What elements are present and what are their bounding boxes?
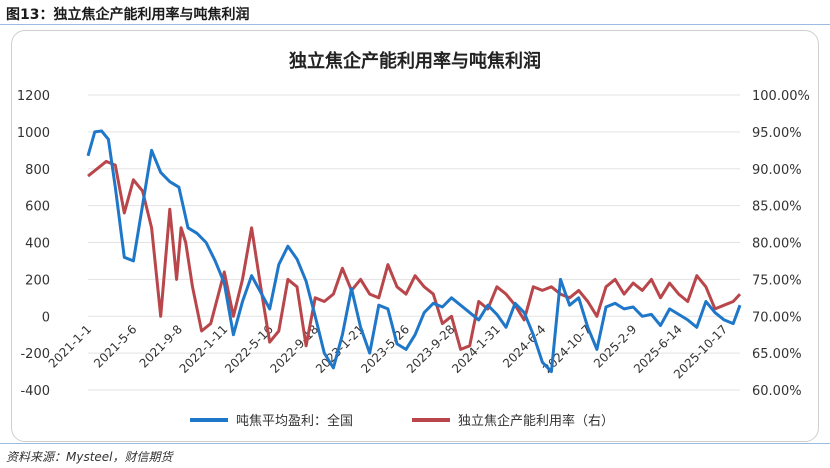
x-axis-ticks: 2021-1-12021-5-62021-9-82022-1-112022-5-… (46, 322, 731, 381)
bottom-divider (0, 443, 830, 444)
left-tick-label: -400 (20, 384, 50, 399)
x-tick-label: 2023-9-28 (404, 322, 458, 376)
left-tick-label: 0 (42, 310, 50, 325)
chart-canvas: 独立焦企产能利用率与吨焦利润 1200 1000 800 600 400 200 0 -200… (17, 50, 810, 429)
x-tick-label: 2022-9-18 (267, 322, 321, 376)
source-note: 资料来源：Mysteel，财信期货 (6, 450, 173, 464)
right-tick-label: 80.00% (752, 237, 802, 252)
legend: 吨焦平均盈利：全国 独立焦企产能利用率（右） (190, 413, 614, 429)
x-tick-label: 2021-9-8 (137, 322, 185, 370)
right-tick-label: 75.00% (752, 273, 802, 288)
chart-frame (11, 30, 819, 442)
left-axis-ticks: 1200 1000 800 600 400 200 0 -200 -400 (17, 89, 50, 399)
x-tick-label: 2021-5-6 (91, 322, 139, 370)
right-tick-label: 90.00% (752, 163, 802, 178)
right-tick-label: 95.00% (752, 126, 802, 141)
right-axis-ticks: 100.00% 95.00% 90.00% 85.00% 80.00% 75.00% 70.… (752, 89, 810, 399)
chart-title: 独立焦企产能利用率与吨焦利润 (289, 50, 541, 72)
left-tick-label: 1200 (17, 89, 50, 104)
left-tick-label: 600 (25, 200, 50, 215)
profit-line (86, 129, 742, 374)
right-tick-label: 100.00% (752, 89, 810, 104)
utilization-line (87, 159, 742, 351)
left-tick-label: 1000 (17, 126, 50, 141)
left-tick-label: 400 (25, 237, 50, 252)
x-tick-label: 2024-6-4 (500, 322, 548, 370)
grid-lines (88, 94, 740, 391)
x-tick-label: 2024-1-31 (449, 322, 503, 376)
series-lines (86, 129, 742, 374)
right-tick-label: 60.00% (752, 384, 802, 399)
left-tick-label: 200 (25, 273, 50, 288)
x-tick-label: 2021-1-1 (46, 322, 94, 370)
figure-label: 图13：独立焦企产能利用率与吨焦利润 (6, 7, 250, 23)
legend-label: 独立焦企产能利用率（右） (458, 413, 614, 429)
right-tick-label: 65.00% (752, 347, 802, 362)
right-tick-label: 70.00% (752, 310, 802, 325)
top-divider (0, 24, 830, 25)
left-tick-label: -200 (20, 347, 50, 362)
right-tick-label: 85.00% (752, 200, 802, 215)
legend-label: 吨焦平均盈利：全国 (236, 413, 353, 429)
left-tick-label: 800 (25, 163, 50, 178)
